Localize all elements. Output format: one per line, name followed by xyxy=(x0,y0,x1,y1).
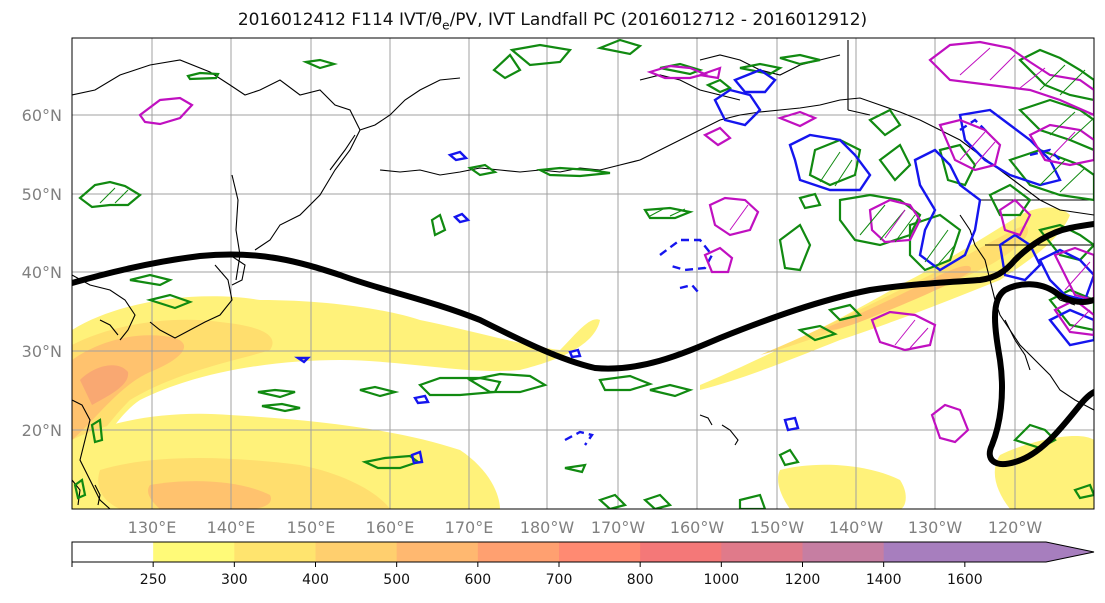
green-contours xyxy=(73,38,1094,509)
colorbar-label: 400 xyxy=(302,572,329,588)
colorbar-cell xyxy=(234,542,316,562)
lon-label: 150°W xyxy=(750,518,805,537)
colorbar-cell xyxy=(721,542,803,562)
lon-label: 120°W xyxy=(988,518,1043,537)
lon-label: 160°E xyxy=(366,518,415,537)
colorbar-label: 1400 xyxy=(866,572,902,588)
lon-label: 170°E xyxy=(445,518,494,537)
colorbar-outline xyxy=(71,541,1095,563)
colorbar-cell xyxy=(640,542,722,562)
colorbar-cell xyxy=(72,542,154,562)
lat-label-40: 40°N xyxy=(22,263,62,282)
pc-line xyxy=(72,221,1094,467)
colorbar-label: 1000 xyxy=(704,572,740,588)
colorbar-ticks xyxy=(71,562,966,567)
colorbar-cell xyxy=(964,542,1047,562)
blue-contours xyxy=(294,68,1094,465)
colorbar-label: 1600 xyxy=(947,572,983,588)
colorbar-cell xyxy=(315,542,398,562)
map-title: 2016012412 F114 IVT/θe/PV, IVT Landfall … xyxy=(237,10,868,33)
colorbar-label: 250 xyxy=(140,572,167,588)
magenta-contours xyxy=(138,40,1094,444)
colorbar-label: 1200 xyxy=(785,572,821,588)
lat-label-50: 50°N xyxy=(22,185,62,204)
lat-labels: 60°N 50°N 40°N 30°N 20°N xyxy=(22,106,62,440)
ivt-shading xyxy=(72,207,1094,509)
colorbar-label: 300 xyxy=(221,572,248,588)
colorbar: 250 300 400 500 600 700 800 1000 1200 1400 1600 xyxy=(71,541,1095,588)
colorbar-extend-arrow xyxy=(1046,542,1094,562)
colorbar-cell xyxy=(477,542,560,562)
coastlines xyxy=(72,40,1094,509)
colorbar-cells xyxy=(72,542,1094,562)
lon-label: 170°W xyxy=(591,518,646,537)
lon-label: 140°W xyxy=(829,518,884,537)
colorbar-label: 700 xyxy=(546,572,573,588)
colorbar-label: 600 xyxy=(464,572,491,588)
lon-label: 160°W xyxy=(670,518,725,537)
colorbar-label: 800 xyxy=(627,572,654,588)
colorbar-cell xyxy=(802,542,885,562)
lon-label: 180°W xyxy=(520,518,575,537)
lat-label-60: 60°N xyxy=(22,106,62,125)
lon-label: 150°E xyxy=(287,518,336,537)
lon-label: 140°E xyxy=(207,518,256,537)
colorbar-labels: 250 300 400 500 600 700 800 1000 1200 1400 1600 xyxy=(140,572,983,588)
lon-labels: 130°E 140°E 150°E 160°E 170°E 180°W 170°… xyxy=(128,518,1043,537)
colorbar-cell xyxy=(396,542,479,562)
lat-label-20: 20°N xyxy=(22,421,62,440)
colorbar-cell xyxy=(883,542,966,562)
lon-label: 130°W xyxy=(908,518,963,537)
map-border xyxy=(71,37,1095,510)
colorbar-cell xyxy=(153,542,235,562)
hatching xyxy=(99,47,1094,349)
colorbar-label: 500 xyxy=(383,572,410,588)
lon-label: 130°E xyxy=(128,518,177,537)
lat-label-30: 30°N xyxy=(22,342,62,361)
gridlines xyxy=(72,38,1094,509)
colorbar-cell xyxy=(559,542,641,562)
